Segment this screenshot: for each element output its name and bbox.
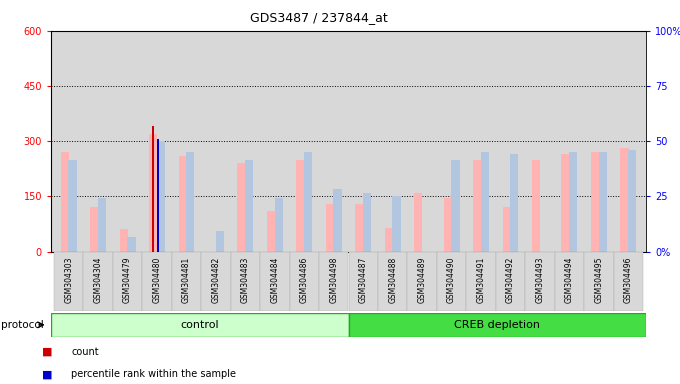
Bar [378, 252, 407, 311]
Text: percentile rank within the sample: percentile rank within the sample [71, 369, 237, 379]
Bar [555, 252, 584, 311]
Bar [348, 252, 378, 311]
Bar [569, 152, 577, 252]
Bar [84, 252, 113, 311]
Bar [231, 252, 260, 311]
Bar [186, 152, 194, 252]
Bar [532, 159, 540, 252]
Text: GSM304482: GSM304482 [211, 256, 220, 303]
Bar [503, 207, 511, 252]
Bar [98, 198, 106, 252]
Bar [90, 207, 99, 252]
Bar [179, 156, 187, 252]
Bar [437, 252, 466, 311]
Bar [152, 126, 154, 252]
Bar [628, 150, 636, 252]
Bar [385, 228, 393, 252]
Bar [51, 313, 348, 337]
Bar [473, 159, 481, 252]
Bar [414, 193, 422, 252]
Text: GSM304481: GSM304481 [182, 256, 191, 303]
Bar [216, 231, 224, 252]
Bar [392, 196, 401, 252]
Bar [54, 252, 84, 311]
Bar [172, 252, 201, 311]
Bar [290, 252, 319, 311]
Bar [69, 159, 77, 252]
Text: GSM304488: GSM304488 [388, 256, 397, 303]
Text: GSM304490: GSM304490 [447, 256, 456, 303]
Text: GSM304483: GSM304483 [241, 256, 250, 303]
Text: CREB depletion: CREB depletion [454, 320, 540, 330]
Bar [157, 141, 165, 252]
Bar [584, 252, 613, 311]
Bar [481, 152, 489, 252]
Bar [466, 252, 496, 311]
Text: GSM304496: GSM304496 [624, 256, 633, 303]
Bar [452, 159, 460, 252]
Bar [525, 252, 555, 311]
Text: GSM304304: GSM304304 [94, 256, 103, 303]
Text: count: count [71, 347, 99, 357]
Bar [275, 198, 283, 252]
Text: protocol: protocol [1, 320, 44, 330]
Bar [319, 252, 348, 311]
Text: GSM304487: GSM304487 [359, 256, 368, 303]
Bar [304, 152, 312, 252]
Text: GSM304489: GSM304489 [418, 256, 426, 303]
Bar [363, 193, 371, 252]
Text: control: control [180, 320, 219, 330]
Bar [296, 159, 305, 252]
Text: GSM304479: GSM304479 [123, 256, 132, 303]
Bar [613, 252, 643, 311]
Text: ■: ■ [42, 347, 53, 357]
Text: ■: ■ [42, 369, 53, 379]
Bar [127, 237, 135, 252]
Bar [496, 252, 525, 311]
Bar [443, 198, 452, 252]
Bar [120, 230, 128, 252]
Bar [267, 211, 275, 252]
Bar [61, 152, 69, 252]
Bar [201, 252, 231, 311]
Bar [510, 154, 518, 252]
Bar [260, 252, 290, 311]
Bar [333, 189, 342, 252]
Text: GSM304484: GSM304484 [271, 256, 279, 303]
Text: GSM304498: GSM304498 [329, 256, 338, 303]
Bar [237, 163, 245, 252]
Bar [355, 204, 364, 252]
Text: GDS3487 / 237844_at: GDS3487 / 237844_at [250, 12, 388, 25]
Bar [157, 139, 159, 252]
Bar [591, 152, 599, 252]
Bar [326, 204, 334, 252]
Bar [598, 152, 607, 252]
Bar [113, 252, 142, 311]
Bar [348, 313, 646, 337]
Text: GSM304486: GSM304486 [300, 256, 309, 303]
Text: GSM304494: GSM304494 [565, 256, 574, 303]
Text: GSM304303: GSM304303 [64, 256, 73, 303]
Text: GSM304480: GSM304480 [152, 256, 162, 303]
Bar [142, 252, 172, 311]
Bar [245, 159, 254, 252]
Bar [620, 149, 628, 252]
Text: GSM304495: GSM304495 [594, 256, 603, 303]
Bar [407, 252, 437, 311]
Bar [562, 154, 570, 252]
Bar [149, 134, 157, 252]
Text: GSM304492: GSM304492 [506, 256, 515, 303]
Text: GSM304491: GSM304491 [477, 256, 486, 303]
Text: GSM304493: GSM304493 [535, 256, 545, 303]
